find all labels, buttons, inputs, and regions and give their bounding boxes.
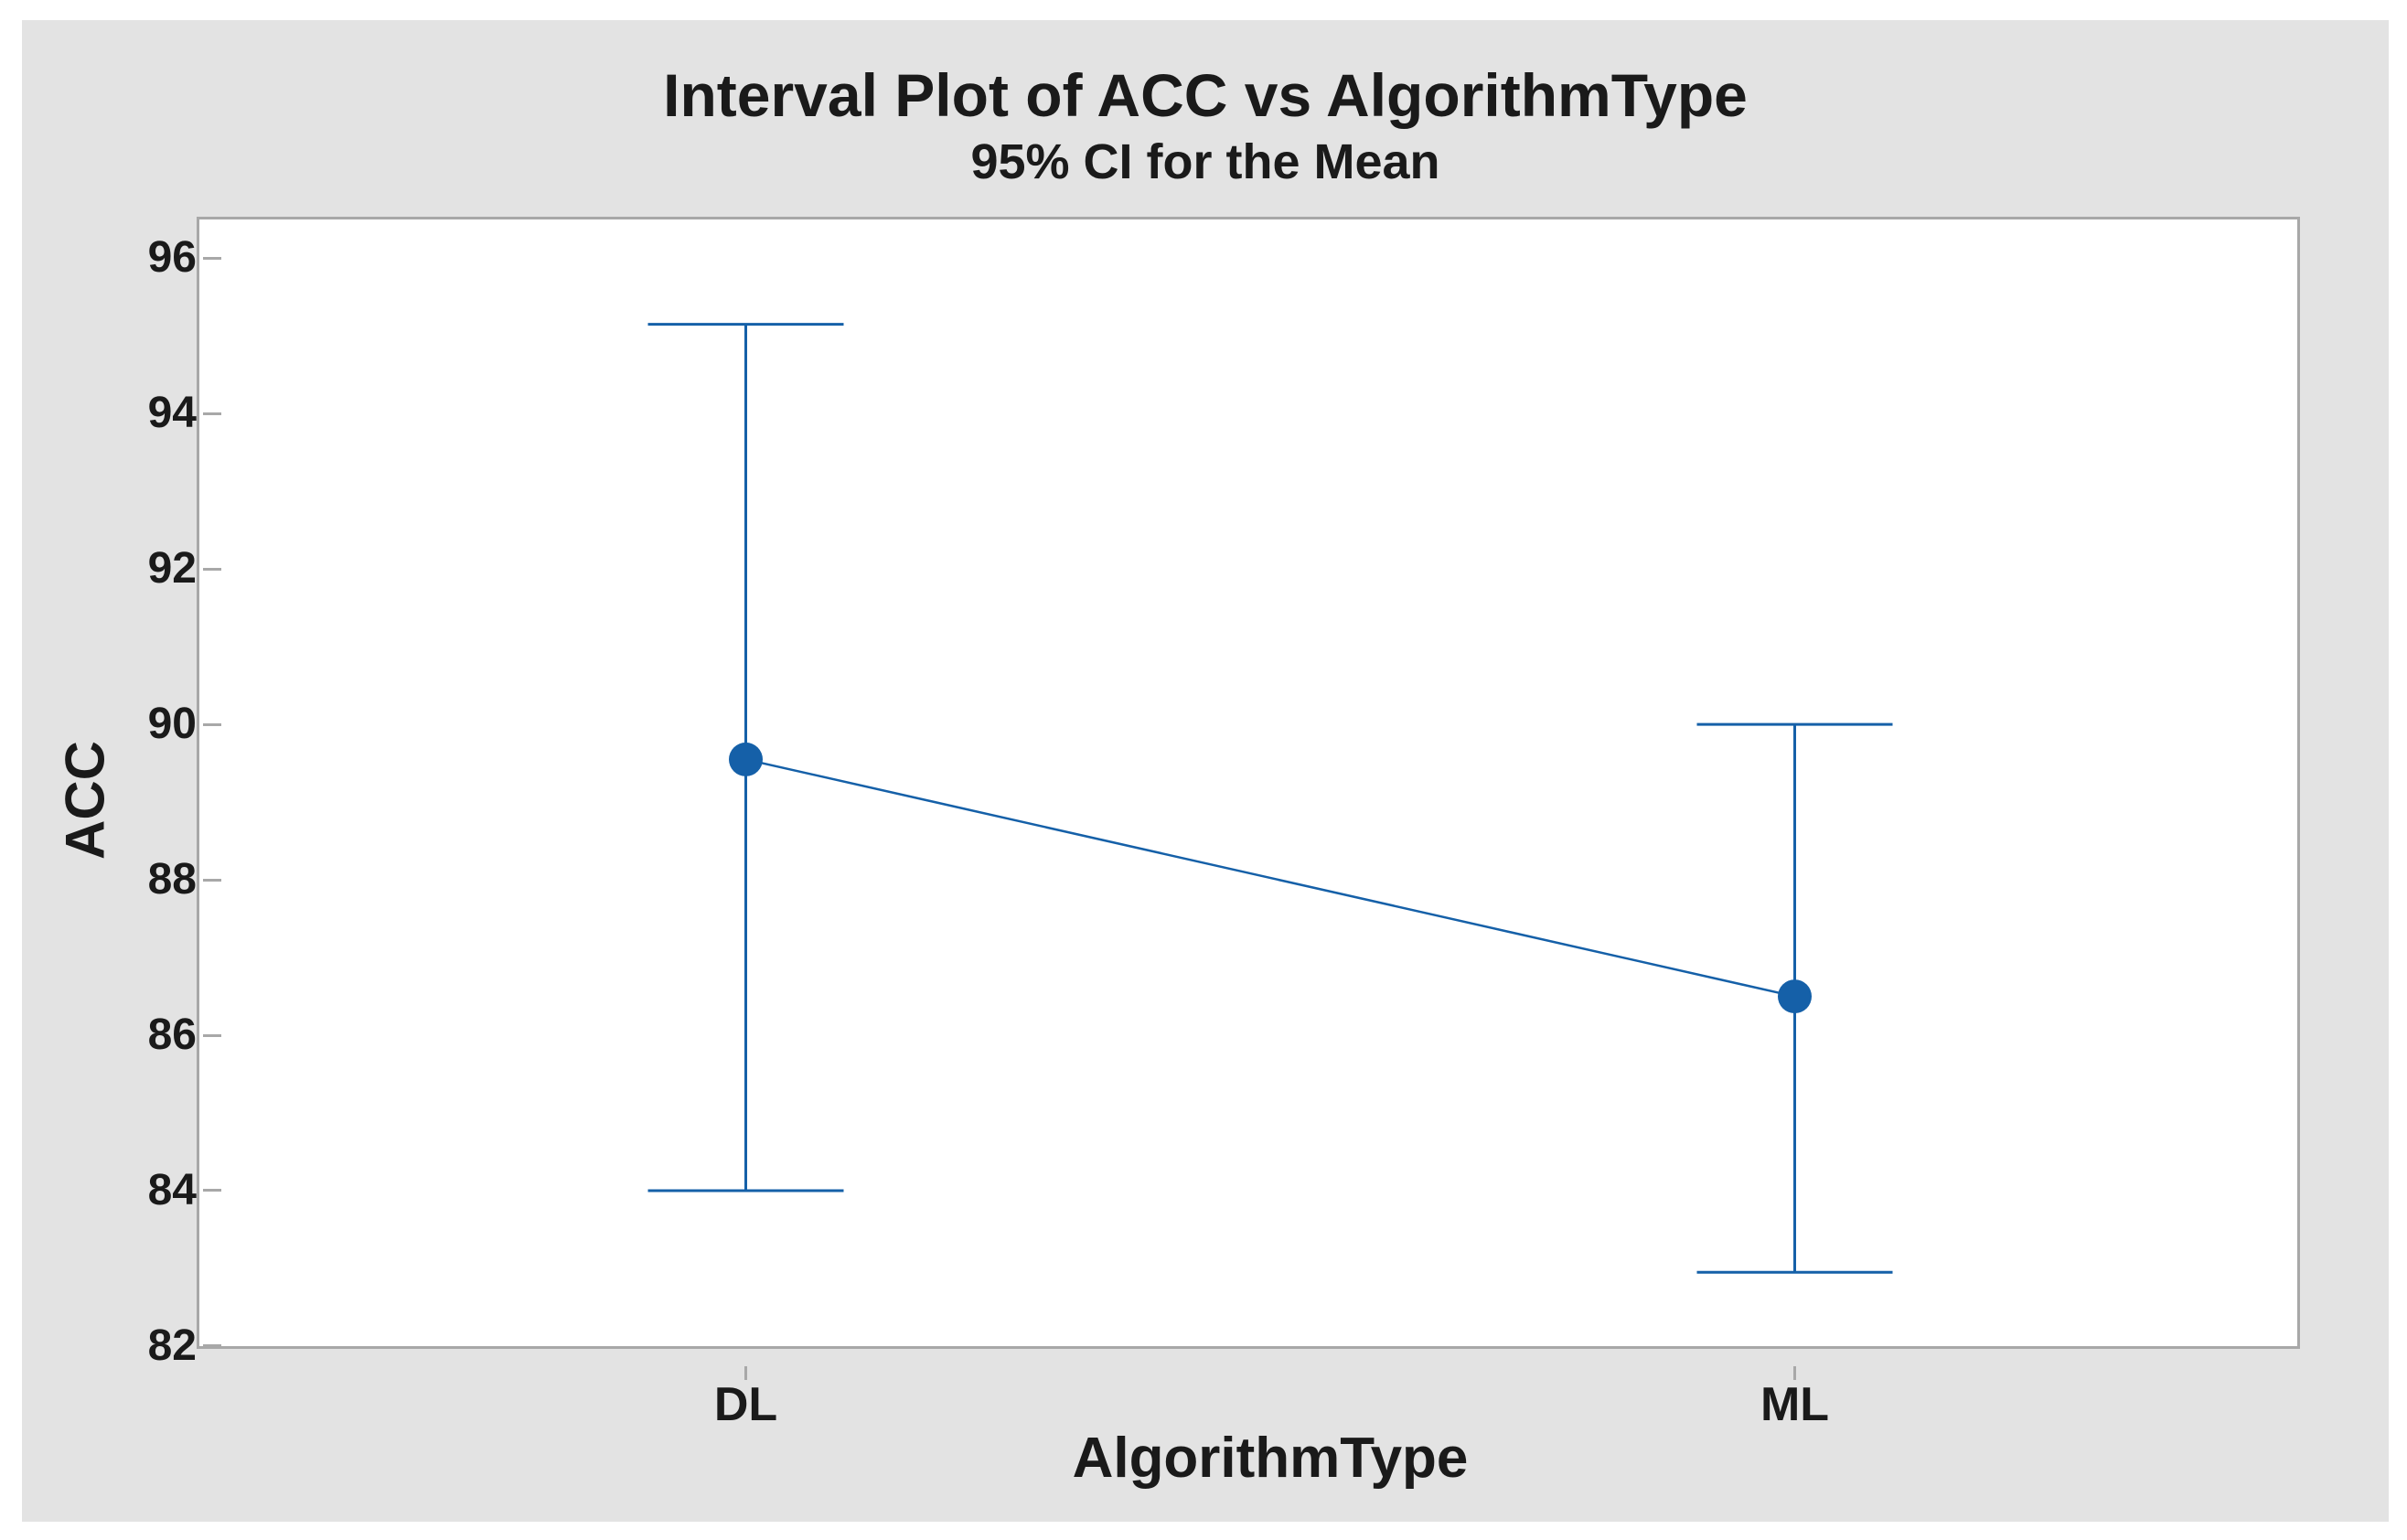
- x-tick-mark: [1793, 1366, 1796, 1380]
- chart-title: Interval Plot of ACC vs AlgorithmType: [663, 61, 1748, 129]
- x-tick-label-ML: ML: [1760, 1378, 1830, 1431]
- y-tick-mark: [203, 567, 221, 571]
- y-axis-title-text: ACC: [54, 741, 116, 860]
- y-tick-mark: [203, 412, 221, 415]
- x-tick-mark: [744, 1366, 747, 1380]
- x-tick-label-DL: DL: [713, 1378, 778, 1431]
- y-tick-mark: [203, 878, 221, 882]
- y-tick-mark: [203, 1189, 221, 1192]
- y-tick-label: 90: [147, 700, 197, 749]
- y-tick-mark: [203, 1344, 221, 1348]
- y-tick-mark: [203, 256, 221, 260]
- y-tick-mark: [203, 722, 221, 726]
- y-tick-label: 94: [147, 389, 197, 438]
- y-tick-label: 88: [147, 855, 197, 904]
- x-axis-title: AlgorithmType: [1072, 1427, 1469, 1490]
- y-tick-label: 96: [147, 233, 197, 283]
- y-tick-mark: [203, 1033, 221, 1037]
- y-tick-label: 84: [147, 1165, 197, 1214]
- chart-subtitle: 95% CI for the Mean: [970, 134, 1440, 189]
- y-tick-label: 82: [147, 1321, 197, 1370]
- y-tick-label: 86: [147, 1011, 197, 1060]
- plot-area: [197, 217, 2300, 1349]
- y-tick-label: 92: [147, 544, 197, 594]
